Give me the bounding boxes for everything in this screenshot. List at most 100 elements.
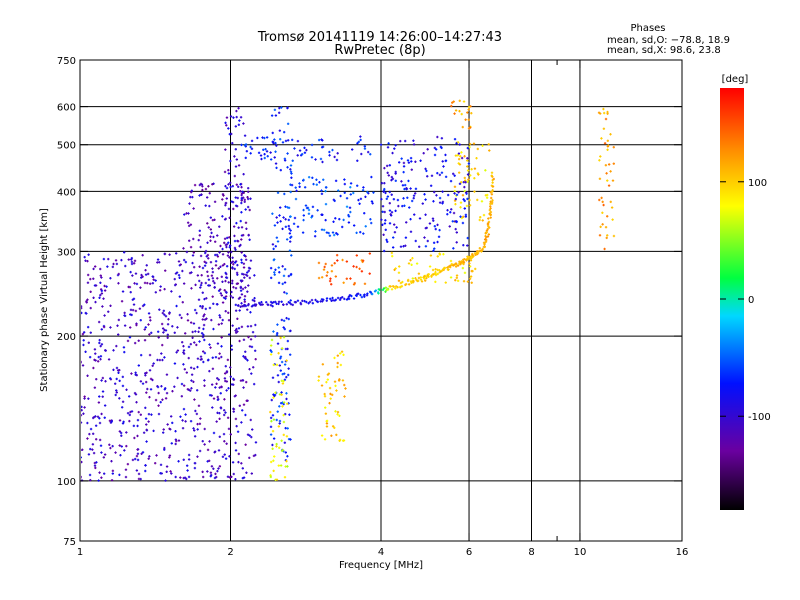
data-point (114, 393, 117, 397)
data-point (369, 218, 372, 221)
data-point (287, 224, 290, 228)
data-point (216, 303, 219, 306)
data-point (301, 152, 304, 156)
data-point (278, 446, 281, 449)
data-point (136, 424, 139, 428)
data-point (265, 301, 268, 304)
data-point (130, 372, 133, 375)
data-point (272, 396, 275, 399)
data-point (167, 318, 170, 321)
data-point (394, 144, 397, 147)
data-point (189, 389, 192, 392)
data-point (275, 144, 278, 147)
data-point (214, 260, 218, 263)
data-point (449, 276, 453, 279)
data-point (278, 106, 281, 110)
data-point (487, 220, 491, 224)
x-tick-label: 4 (378, 547, 384, 558)
data-point (274, 245, 277, 248)
data-point (158, 289, 162, 292)
data-point (241, 279, 244, 282)
data-point (200, 193, 203, 196)
data-point (269, 353, 273, 356)
data-point (371, 292, 374, 296)
data-point (478, 246, 482, 250)
data-point (177, 273, 181, 277)
data-point (207, 284, 210, 287)
data-point (156, 330, 160, 333)
data-point (240, 261, 243, 264)
data-point (260, 300, 263, 304)
data-point (415, 262, 419, 265)
x-tick-label: 1 (77, 547, 83, 558)
data-point (285, 392, 288, 395)
data-point (232, 410, 235, 413)
data-point (396, 198, 400, 202)
data-point (392, 197, 396, 201)
data-point (271, 212, 274, 215)
data-point (324, 186, 328, 189)
data-point (190, 287, 193, 290)
data-point (469, 174, 472, 177)
data-point (103, 284, 106, 288)
data-point (114, 451, 117, 454)
data-point (318, 181, 321, 184)
data-point (352, 297, 356, 300)
data-point (149, 319, 152, 322)
data-point (296, 225, 300, 228)
data-point (141, 275, 144, 278)
data-point (159, 400, 162, 404)
data-point (490, 196, 493, 200)
data-point (197, 326, 201, 330)
data-point (331, 231, 335, 234)
data-point (425, 169, 428, 173)
data-point (147, 457, 150, 460)
data-point (330, 434, 333, 437)
data-point (186, 313, 189, 316)
data-point (408, 206, 411, 209)
data-point (203, 338, 206, 342)
data-point (177, 439, 181, 442)
data-point (409, 187, 412, 190)
data-point (339, 363, 343, 367)
data-point (170, 290, 173, 293)
data-point (180, 395, 184, 398)
data-point (211, 277, 215, 280)
data-point (412, 279, 415, 283)
data-point (183, 213, 186, 216)
grid-lines (80, 60, 682, 541)
data-point (184, 332, 187, 335)
data-point (254, 441, 258, 444)
data-point (87, 341, 90, 344)
data-point (220, 345, 223, 348)
data-point (328, 234, 332, 237)
data-point (224, 297, 227, 300)
data-point (99, 288, 103, 291)
data-point (163, 252, 167, 256)
data-point (197, 330, 200, 334)
data-point (606, 112, 609, 115)
data-point (119, 431, 123, 435)
data-point (206, 274, 210, 278)
data-point (392, 285, 395, 288)
data-point (455, 193, 459, 197)
data-point (237, 123, 241, 127)
data-point (413, 213, 416, 216)
data-point (382, 287, 386, 290)
data-point (363, 212, 366, 215)
data-point (385, 164, 389, 168)
data-point (271, 301, 274, 305)
data-point (237, 452, 241, 456)
data-point (461, 266, 465, 270)
data-point (371, 202, 374, 205)
data-point (457, 191, 460, 194)
data-point (161, 343, 164, 347)
data-point (122, 251, 126, 254)
data-point (99, 344, 102, 348)
data-point (173, 331, 176, 334)
data-point (220, 294, 223, 297)
data-point (274, 162, 278, 165)
data-point (403, 187, 406, 191)
data-point (476, 251, 480, 255)
data-point (145, 391, 148, 394)
